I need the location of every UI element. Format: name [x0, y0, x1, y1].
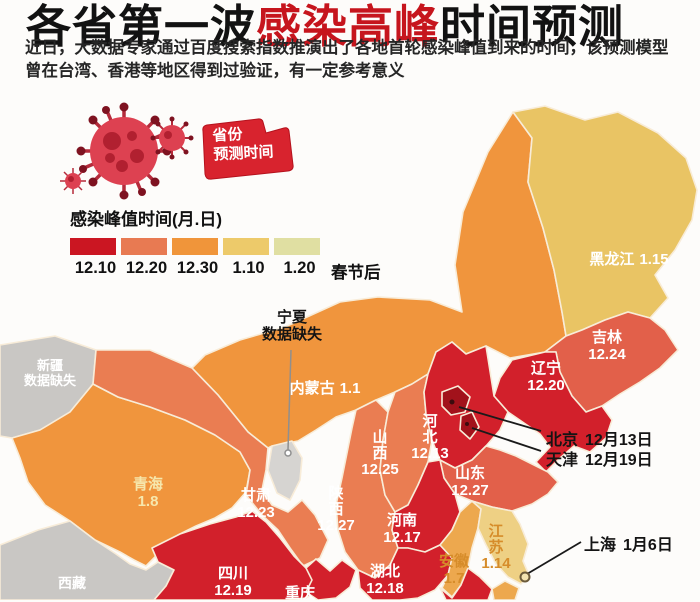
ningxia-callout-line	[287, 349, 292, 451]
shanghai-callout-line	[526, 541, 582, 575]
tianjin-city-dot	[465, 422, 469, 426]
subtitle: 近日，大数据专家通过百度搜索指数推演出了各地首轮感染峰值到来的时间，该预测模型 …	[25, 37, 690, 84]
province-ningxia-shape	[267, 440, 303, 501]
legend-badge: 省份 预测时间	[196, 112, 300, 182]
legend-swatches	[70, 238, 381, 255]
beijing-city-dot	[449, 399, 455, 405]
legend-swatch-1230	[172, 238, 218, 255]
legend-swatch-1210	[70, 238, 116, 255]
ningxia-callout-ring	[284, 449, 292, 457]
legend-swatch-1220	[121, 238, 167, 255]
province-south-sliver-pale	[491, 580, 520, 600]
shanghai-city-dot	[519, 571, 531, 583]
province-tianjin-shape	[459, 411, 480, 440]
title-highlight: 感染高峰	[256, 1, 441, 52]
badge-text: 省份 预测时间	[212, 126, 274, 164]
legend-after-spring-festival: 春节后	[331, 264, 381, 282]
badge-ribbon	[202, 118, 294, 180]
province-shandong-shape	[439, 445, 559, 512]
page-title: 各省第一波感染高峰时间预测	[26, 1, 625, 52]
legend-swatch-110	[223, 238, 269, 255]
province-jiangsu-shape	[471, 500, 530, 585]
province-heilongjiang-shape	[512, 105, 698, 337]
province-xizang-shape	[0, 520, 175, 600]
subtitle-line-2: 曾在台湾、香港等地区得到过验证，有一定参考意义	[25, 62, 405, 81]
legend-swatch-120	[274, 238, 320, 255]
beijing-callout-line	[458, 406, 542, 432]
province-south-sliver-red	[439, 567, 493, 600]
province-gansu-shape	[92, 349, 329, 567]
tianjin-callout-line	[471, 427, 542, 452]
virus-illustration	[52, 96, 202, 211]
legend-labels: 12.10 12.20 12.30 1.10 1.20 春节后	[74, 259, 381, 282]
legend-title: 感染峰值时间(月.日)	[70, 210, 223, 229]
legend: 感染峰值时间(月.日) 12.10 12.20 12.30 1.10 1.20 …	[70, 205, 381, 283]
subtitle-line-1: 近日，大数据专家通过百度搜索指数推演出了各地首轮感染峰值到来的时间，该预测模型	[25, 39, 669, 57]
province-chongqing-shape	[305, 558, 357, 600]
virus-icon	[60, 102, 194, 200]
